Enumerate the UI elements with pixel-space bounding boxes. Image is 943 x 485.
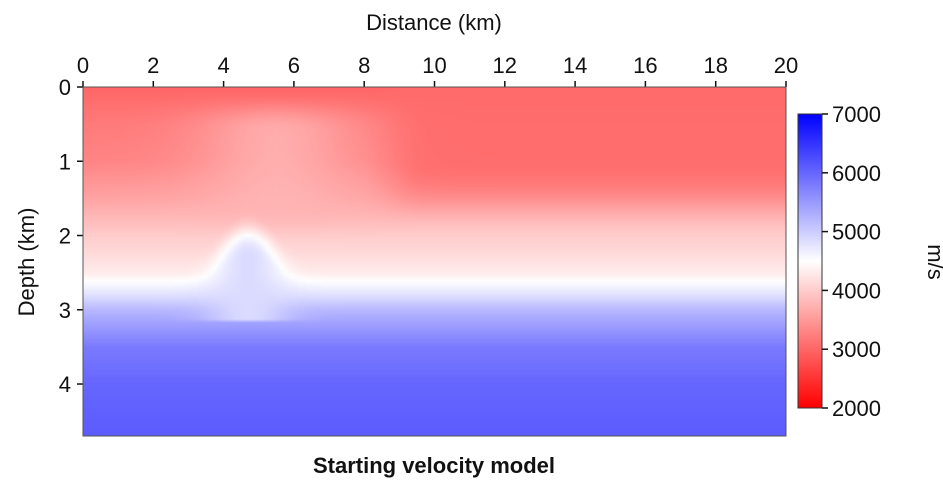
y-tick-label: 4 [59,372,71,397]
colorbar-tick-label: 2000 [832,396,881,421]
colorbar-tick-label: 6000 [832,161,881,186]
x-tick-label: 12 [493,53,517,78]
colorbar-tick-label: 3000 [832,337,881,362]
plot-frame [82,86,787,437]
x-axis-title: Distance (km) [366,10,502,35]
y-tick-label: 1 [59,149,71,174]
x-tick-label: 4 [217,53,229,78]
y-tick-label: 0 [59,75,71,100]
colorbar-tick-label: 5000 [832,220,881,245]
colorbar: 2000 3000 4000 5000 6000 7000 m/s [797,102,943,421]
x-axis-ticks: 0 2 4 6 8 10 12 14 16 18 20 [77,53,798,87]
x-tick-label: 20 [774,53,798,78]
x-tick-label: 10 [422,53,446,78]
x-tick-label: 8 [358,53,370,78]
y-axis-title: Depth (km) [14,208,39,317]
x-tick-label: 6 [288,53,300,78]
x-tick-label: 2 [147,53,159,78]
y-axis-ticks: 0 1 2 3 4 [59,75,83,397]
chart-title: Starting velocity model [313,453,555,478]
colorbar-tick-label: 4000 [832,278,881,303]
y-tick-label: 3 [59,298,71,323]
colorbar-ticks: 2000 3000 4000 5000 6000 7000 [822,102,881,421]
x-tick-label: 18 [703,53,727,78]
x-tick-label: 0 [77,53,89,78]
colorbar-label: m/s [923,244,943,279]
velocity-heatmap [83,87,786,436]
heatmap-area [82,86,787,437]
colorbar-tick-label: 7000 [832,102,881,127]
colorbar-gradient [797,113,823,409]
x-tick-label: 16 [633,53,657,78]
x-tick-label: 14 [563,53,587,78]
y-tick-label: 2 [59,224,71,249]
